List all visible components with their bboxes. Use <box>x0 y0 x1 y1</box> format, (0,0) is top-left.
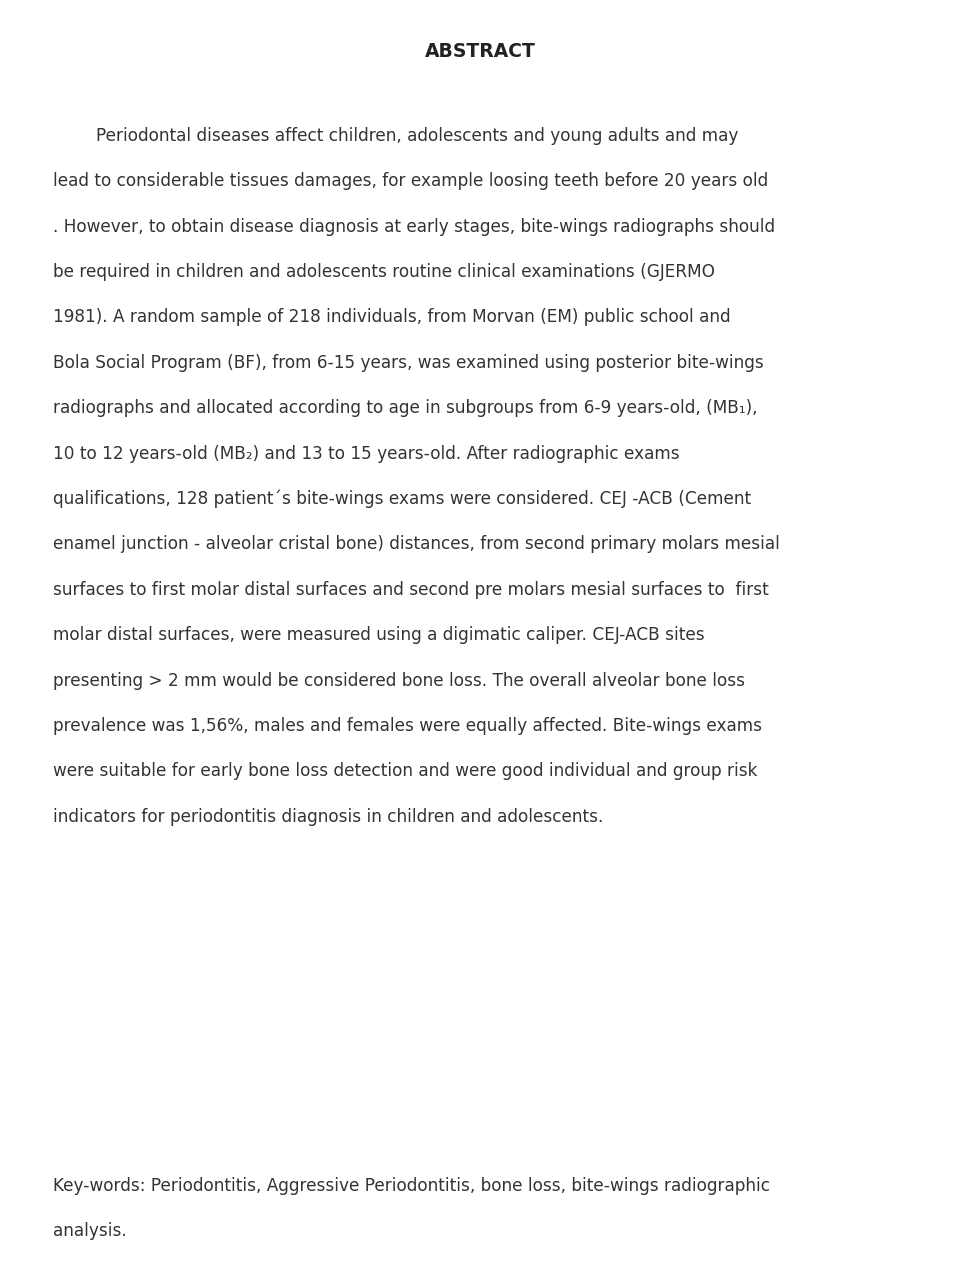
Text: Periodontal diseases affect children, adolescents and young adults and may: Periodontal diseases affect children, ad… <box>53 127 738 145</box>
Text: enamel junction - alveolar cristal bone) distances, from second primary molars m: enamel junction - alveolar cristal bone)… <box>53 535 780 553</box>
Text: radiographs and allocated according to age in subgroups from 6-9 years-old, (MB₁: radiographs and allocated according to a… <box>53 399 757 417</box>
Text: 1981). A random sample of 218 individuals, from Morvan (EM) public school and: 1981). A random sample of 218 individual… <box>53 308 731 326</box>
Text: . However, to obtain disease diagnosis at early stages, bite-wings radiographs s: . However, to obtain disease diagnosis a… <box>53 218 775 236</box>
Text: be required in children and adolescents routine clinical examinations (GJERMO: be required in children and adolescents … <box>53 262 715 281</box>
Text: molar distal surfaces, were measured using a digimatic caliper. CEJ-ACB sites: molar distal surfaces, were measured usi… <box>53 626 705 644</box>
Text: Bola Social Program (BF), from 6-15 years, was examined using posterior bite-win: Bola Social Program (BF), from 6-15 year… <box>53 354 763 372</box>
Text: lead to considerable tissues damages, for example loosing teeth before 20 years : lead to considerable tissues damages, fo… <box>53 172 768 190</box>
Text: presenting > 2 mm would be considered bone loss. The overall alveolar bone loss: presenting > 2 mm would be considered bo… <box>53 672 745 690</box>
Text: ABSTRACT: ABSTRACT <box>424 42 536 61</box>
Text: 10 to 12 years-old (MB₂) and 13 to 15 years-old. After radiographic exams: 10 to 12 years-old (MB₂) and 13 to 15 ye… <box>53 445 680 463</box>
Text: analysis.: analysis. <box>53 1222 127 1240</box>
Text: prevalence was 1,56%, males and females were equally affected. Bite-wings exams: prevalence was 1,56%, males and females … <box>53 716 762 735</box>
Text: surfaces to first molar distal surfaces and second pre molars mesial surfaces to: surfaces to first molar distal surfaces … <box>53 581 769 598</box>
Text: Key-words: Periodontitis, Aggressive Periodontitis, bone loss, bite-wings radiog: Key-words: Periodontitis, Aggressive Per… <box>53 1177 770 1194</box>
Text: were suitable for early bone loss detection and were good individual and group r: were suitable for early bone loss detect… <box>53 762 757 780</box>
Text: qualifications, 128 patient´s bite-wings exams were considered. CEJ -ACB (Cement: qualifications, 128 patient´s bite-wings… <box>53 489 751 508</box>
Text: indicators for periodontitis diagnosis in children and adolescents.: indicators for periodontitis diagnosis i… <box>53 808 603 825</box>
